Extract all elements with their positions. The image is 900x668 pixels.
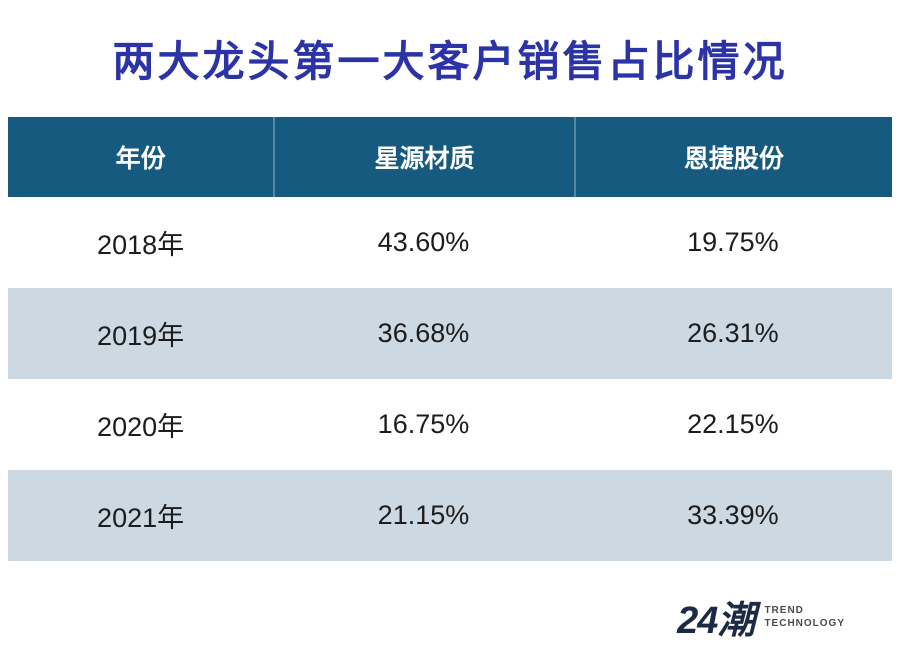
cell-enjie-value: 19.75%	[687, 227, 779, 257]
table-row: 2020年 16.75% 22.15%	[8, 379, 892, 470]
cell-xingyuan-value: 36.68%	[377, 318, 470, 348]
cell-year: 2019年	[97, 321, 185, 351]
column-header-year: 年份	[115, 145, 166, 173]
cell-xingyuan-value: 43.60%	[377, 227, 470, 257]
logo-tagline-line2: TECHNOLOGY	[764, 617, 845, 629]
cell-xingyuan-value: 21.15%	[377, 500, 470, 530]
cell-year: 2018年	[97, 230, 185, 260]
column-header-enjie: 恩捷股份	[573, 117, 892, 197]
infographic-page: 两大龙头第一大客户销售占比情况 年份 星源材质 恩捷股份 2018年 43.60…	[0, 28, 900, 642]
logo-tagline: TREND TECHNOLOGY	[764, 604, 845, 630]
data-table: 年份 星源材质 恩捷股份 2018年 43.60% 19.75% 2019年 3…	[8, 117, 892, 561]
logo-tagline-line1: TREND	[764, 604, 804, 616]
cell-year: 2020年	[97, 412, 185, 442]
table-row: 2019年 36.68% 26.31%	[8, 288, 892, 379]
cell-xingyuan-value: 16.75%	[377, 409, 470, 439]
logo-wordmark: 24潮	[677, 600, 755, 642]
page-title: 两大龙头第一大客户销售占比情况	[112, 38, 788, 85]
brand-logo: 24潮 TREND TECHNOLOGY	[677, 589, 845, 644]
table-header-row: 年份 星源材质 恩捷股份	[8, 117, 892, 197]
table-row: 2021年 21.15% 33.39%	[8, 470, 892, 561]
cell-enjie-value: 22.15%	[687, 409, 779, 439]
cell-enjie-value: 26.31%	[687, 318, 779, 348]
column-header-xingyuan: 星源材质	[273, 117, 574, 197]
table-row: 2018年 43.60% 19.75%	[8, 197, 892, 288]
cell-year: 2021年	[97, 503, 185, 533]
cell-enjie-value: 33.39%	[687, 500, 779, 530]
